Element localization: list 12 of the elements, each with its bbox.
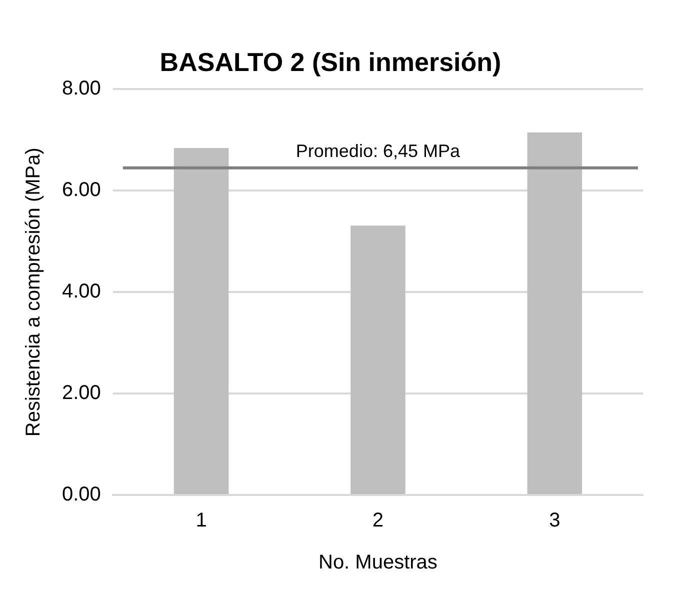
x-tick-label: 2	[372, 510, 384, 532]
y-tick-label: 8.00	[62, 78, 101, 100]
x-tick-label: 1	[196, 510, 207, 532]
y-tick-label: 4.00	[62, 280, 101, 303]
y-tick-label: 6.00	[62, 179, 101, 202]
x-tick-label: 3	[549, 510, 560, 532]
ref-line-label: Promedio: 6,45 MPa	[296, 140, 461, 161]
chart-title: BASALTO 2 (Sin inmersión)	[160, 46, 502, 77]
y-tick-label: 0.00	[62, 484, 101, 506]
y-axis-title: Resistencia a compresión (MPa)	[22, 148, 45, 437]
y-tick-label: 2.00	[62, 382, 101, 404]
x-axis-title: No. Muestras	[318, 552, 438, 574]
